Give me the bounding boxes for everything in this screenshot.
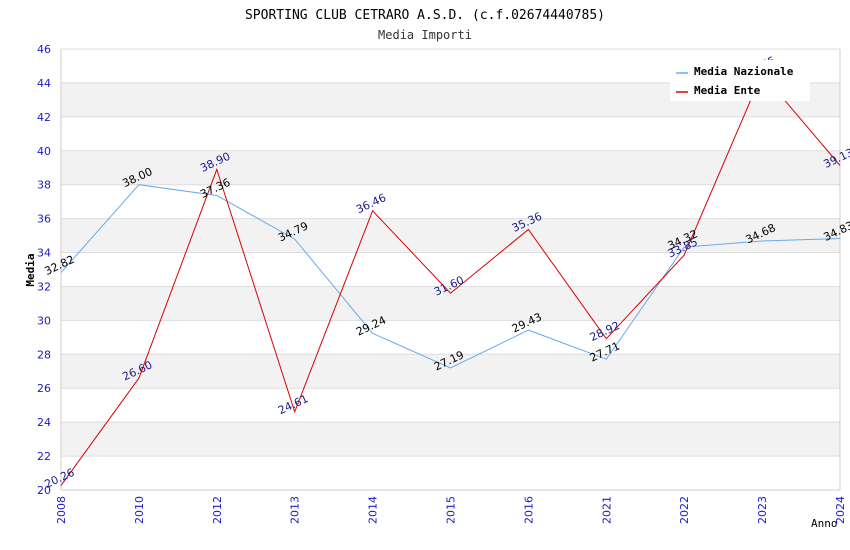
x-tick-label: 2021 — [600, 496, 613, 524]
y-tick-label: 24 — [37, 416, 51, 429]
legend-label-media-ente: Media Ente — [694, 84, 761, 97]
plot-band — [61, 422, 840, 457]
series-line-media-ente — [60, 72, 841, 486]
y-tick-label: 20 — [37, 484, 51, 497]
y-tick-labels: 20 22 24 26 28 30 32 34 36 38 40 42 44 46 — [37, 43, 51, 497]
y-tick-label: 38 — [37, 179, 51, 192]
plot-bands — [61, 82, 840, 457]
y-tick-label: 42 — [37, 111, 51, 124]
x-tick-label: 2022 — [678, 496, 691, 524]
x-tick-labels: 2008 2010 2012 2013 2014 2015 2016 2021 2022 2023… — [55, 496, 847, 524]
chart-subtitle: Media Importi — [378, 28, 472, 42]
y-tick-label: 40 — [37, 145, 51, 158]
data-label-media-ente: 24.61 — [276, 392, 310, 417]
series-lines — [60, 72, 841, 486]
plot-frame — [60, 49, 841, 491]
y-tick-label: 46 — [37, 43, 51, 56]
legend: Media Nazionale Media Ente — [670, 60, 810, 101]
x-tick-label: 2010 — [133, 496, 146, 524]
plot-band — [61, 218, 840, 253]
y-tick-label: 32 — [37, 280, 51, 293]
x-tick-label: 2008 — [55, 496, 68, 524]
x-tick-label: 2015 — [445, 496, 458, 524]
series-line-media-nazionale — [60, 184, 841, 369]
plot-band — [61, 354, 840, 389]
x-tick-label: 2016 — [522, 496, 535, 524]
y-tick-label: 26 — [37, 382, 51, 395]
plot-band — [61, 150, 840, 185]
y-tick-label: 34 — [37, 247, 51, 260]
x-tick-label: 2023 — [756, 496, 769, 524]
y-tick-label: 30 — [37, 314, 51, 327]
chart-title: SPORTING CLUB CETRARO A.S.D. (c.f.026744… — [245, 8, 605, 23]
y-axis-label: Media — [24, 253, 37, 286]
y-tick-label: 28 — [37, 348, 51, 361]
legend-label-media-nazionale: Media Nazionale — [694, 65, 794, 78]
y-tick-label: 44 — [37, 77, 51, 90]
x-tick-label: 2013 — [289, 496, 302, 524]
data-label-media-ente: 36.46 — [354, 191, 388, 216]
legend-box — [670, 60, 810, 101]
y-tick-label: 22 — [37, 450, 51, 463]
y-tick-label: 36 — [37, 213, 51, 226]
x-axis-label: Anno — [811, 517, 838, 530]
x-tick-label: 2012 — [211, 496, 224, 524]
data-label-media-ente: 20.26 — [42, 466, 76, 491]
x-tick-label: 2024 — [834, 496, 847, 524]
plot-band — [61, 286, 840, 321]
x-tick-label: 2014 — [367, 496, 380, 524]
